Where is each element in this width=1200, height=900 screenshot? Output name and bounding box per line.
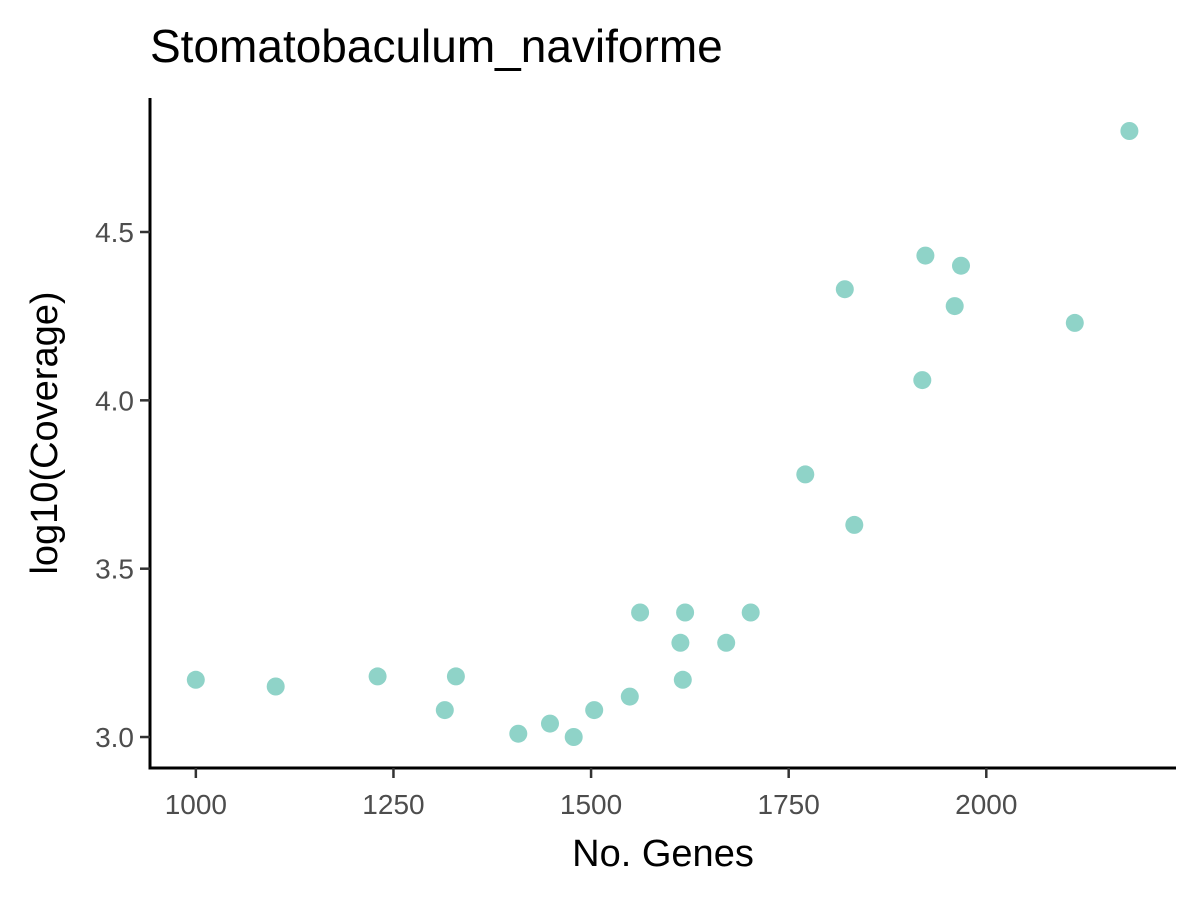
data-point [585,701,604,720]
y-tick-label: 4.0 [95,385,134,416]
data-point [564,728,583,746]
data-point [913,371,932,390]
x-tick-label: 1250 [362,789,424,820]
data-point [631,603,650,622]
data-point [916,246,935,265]
x-tick-label: 1750 [758,789,820,820]
x-tick-label: 1500 [560,789,622,820]
x-tick-label: 1000 [165,789,227,820]
data-point [671,633,690,652]
data-point [620,687,639,706]
data-point [673,670,692,689]
plot-area [186,122,1139,746]
data-point [368,667,387,686]
x-axis-title: No. Genes [572,833,754,875]
data-point [435,701,454,720]
data-point [717,633,736,652]
data-point [186,670,205,689]
x-tick-label: 2000 [955,789,1017,820]
y-axis-ticks: 3.0 3.5 4.0 4.5 [95,217,150,753]
data-point [509,724,528,743]
data-point [845,515,864,534]
data-point [1120,122,1139,140]
data-point [796,465,815,484]
y-tick-label: 3.5 [95,554,134,585]
data-point [676,603,695,622]
x-axis-ticks: 1000 1250 1500 1750 2000 [165,768,1017,820]
data-point [541,714,559,733]
data-point [945,297,964,316]
data-point [1065,313,1084,332]
data-point [446,667,465,686]
data-point [741,603,760,622]
y-axis-title: log10(Coverage) [24,291,66,574]
chart-title: Stomatobaculum_naviforme [150,20,723,72]
data-point [952,256,970,275]
y-tick-label: 4.5 [95,217,134,248]
data-point [835,280,854,299]
y-tick-label: 3.0 [95,722,134,753]
data-point [266,677,285,696]
